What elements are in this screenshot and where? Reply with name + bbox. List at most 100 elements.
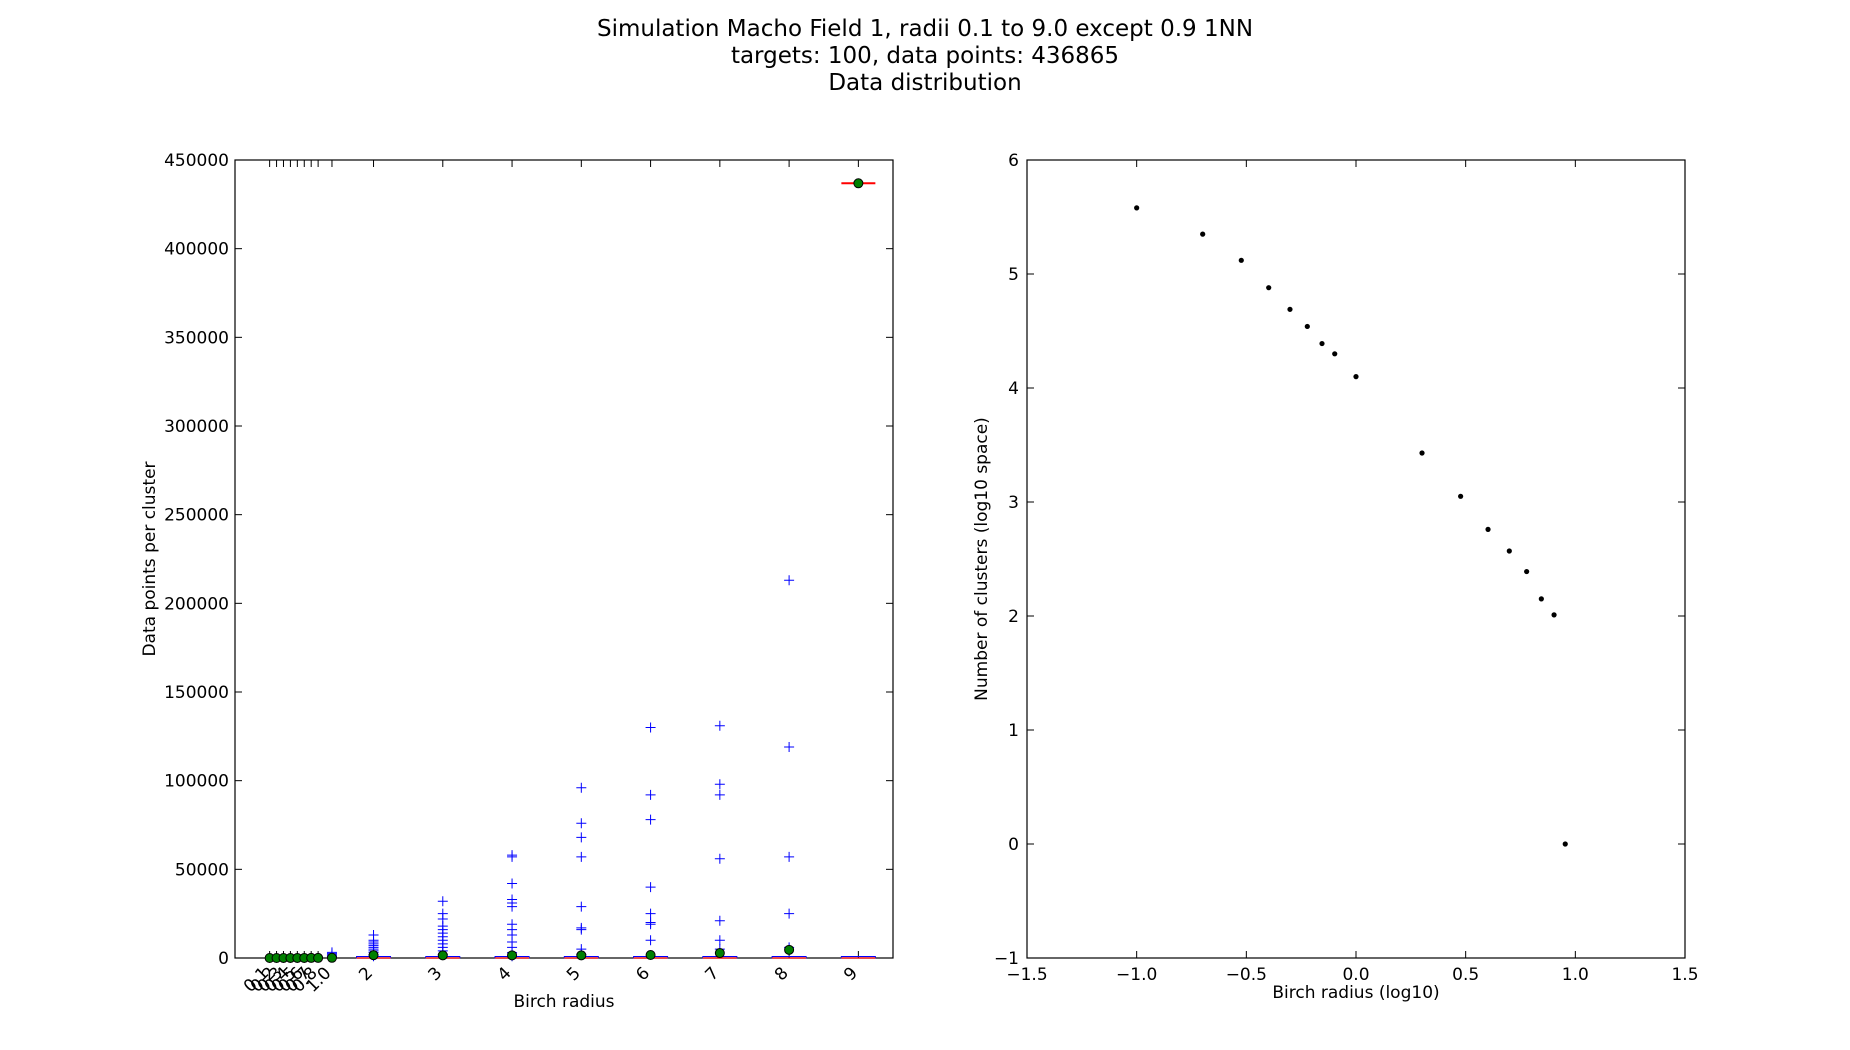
outlier-point — [507, 894, 518, 905]
y-axis-label: Data points per cluster — [140, 461, 160, 656]
title-line-3: Data distribution — [828, 70, 1022, 96]
box-plot: 0 50000 100000 150000 200000 250000 300000 3500… — [140, 151, 894, 1012]
outlier-point — [507, 919, 518, 930]
data-point — [1419, 450, 1425, 456]
outlier-point — [714, 720, 725, 731]
y-tick-label: 5 — [1008, 265, 1019, 285]
y-tick-label: 400000 — [164, 240, 229, 260]
mean-marker — [576, 950, 587, 961]
data-point — [1353, 374, 1359, 380]
mean-marker — [853, 178, 864, 189]
data-point — [1319, 340, 1325, 347]
outlier-point — [714, 853, 725, 864]
data-point — [1134, 205, 1140, 211]
outlier-point — [645, 917, 656, 928]
outlier-point — [645, 882, 656, 893]
x-tick-label: 1.0 — [1562, 965, 1589, 985]
outlier-point — [507, 878, 518, 889]
outlier-point — [507, 850, 518, 861]
x-tick-label: 0.0 — [1342, 965, 1369, 985]
outlier-point — [784, 575, 795, 586]
plot-frame-left — [234, 159, 894, 959]
outlier-point — [714, 915, 725, 926]
x-tick-label: −0.5 — [1226, 965, 1267, 985]
mean-marker — [784, 944, 795, 955]
x-tick-label: 9 — [840, 963, 862, 985]
data-point — [1506, 548, 1512, 554]
mean-marker — [326, 952, 337, 963]
scatter-plot: −1.5 −1.0 −0.5 0.0 0.5 1.0 1.5 −1 0 1 2 3 4 5 6 Birch r… — [972, 151, 1699, 1003]
x-tick-label: 5 — [563, 963, 585, 985]
data-point — [1304, 323, 1310, 330]
x-tick-label: 7 — [702, 963, 724, 985]
outlier-point — [437, 908, 448, 919]
outlier-point — [368, 929, 379, 940]
y-tick-label: 1 — [1008, 721, 1019, 741]
x-axis-label: Birch radius (log10) — [1272, 983, 1439, 1003]
data-point — [1287, 306, 1293, 312]
x-tick-label: 1.5 — [1671, 965, 1698, 985]
y-tick-label: 4 — [1008, 379, 1019, 399]
x-tick-label: 0.5 — [1452, 965, 1479, 985]
x-tick-label: 4 — [494, 963, 516, 985]
figure-title: Simulation Macho Field 1, radii 0.1 to 9… — [0, 16, 1850, 97]
y-tick-label: 3 — [1008, 493, 1019, 513]
outlier-point — [714, 789, 725, 800]
y-tick-label: 2 — [1008, 607, 1019, 627]
y-tick-label: 100000 — [164, 772, 229, 792]
y-tick-label: 300000 — [164, 417, 229, 437]
mean-marker — [368, 950, 379, 961]
mean-marker — [714, 948, 725, 959]
mean-marker — [645, 949, 656, 960]
outlier-point — [784, 741, 795, 752]
outlier-point — [437, 896, 448, 907]
x-tick-label: 8 — [771, 963, 793, 985]
y-tick-label: 250000 — [164, 506, 229, 526]
outlier-point — [576, 818, 587, 829]
x-tick-label: −1.5 — [1006, 965, 1047, 985]
outlier-point — [645, 789, 656, 800]
outlier-point — [645, 935, 656, 946]
outlier-point — [714, 779, 725, 790]
y-tick-label: −1 — [994, 949, 1019, 969]
x-tick-label: 2 — [355, 963, 377, 985]
x-tick-label: 3 — [425, 963, 447, 985]
outlier-point — [714, 935, 725, 946]
outlier-point — [645, 908, 656, 919]
data-point — [1485, 526, 1491, 532]
data-point — [1238, 257, 1244, 263]
mean-marker — [507, 950, 518, 961]
outlier-point — [576, 922, 587, 933]
y-tick-label: 150000 — [164, 683, 229, 703]
y-tick-label: 6 — [1008, 151, 1019, 171]
data-point — [1524, 568, 1530, 575]
y-tick-label: 350000 — [164, 328, 229, 348]
data-point — [1332, 351, 1338, 357]
mean-marker — [437, 950, 448, 961]
y-tick-label: 200000 — [164, 594, 229, 614]
outlier-point — [576, 851, 587, 862]
data-point — [1200, 231, 1206, 237]
outlier-point — [576, 832, 587, 843]
data-point — [1266, 285, 1272, 291]
outlier-point — [784, 908, 795, 919]
y-tick-label: 0 — [218, 949, 229, 969]
y-tick-label: 50000 — [175, 860, 229, 880]
x-tick-label: −1.0 — [1116, 965, 1157, 985]
y-tick-label: 0 — [1008, 835, 1019, 855]
data-point — [1458, 493, 1464, 499]
y-axis-label: Number of clusters (log10 space) — [972, 417, 992, 701]
title-line-1: Simulation Macho Field 1, radii 0.1 to 9… — [596, 16, 1254, 42]
x-tick-label: 6 — [632, 963, 654, 985]
outlier-point — [784, 851, 795, 862]
outlier-point — [576, 782, 587, 793]
title-line-2: targets: 100, data points: 436865 — [730, 43, 1120, 69]
outlier-point — [645, 722, 656, 733]
plot-frame-right — [1026, 159, 1686, 959]
y-tick-label: 450000 — [164, 151, 229, 171]
data-point — [1562, 841, 1568, 847]
x-axis-label: Birch radius — [513, 992, 614, 1012]
mean-marker — [313, 952, 324, 963]
data-point — [1551, 612, 1557, 618]
